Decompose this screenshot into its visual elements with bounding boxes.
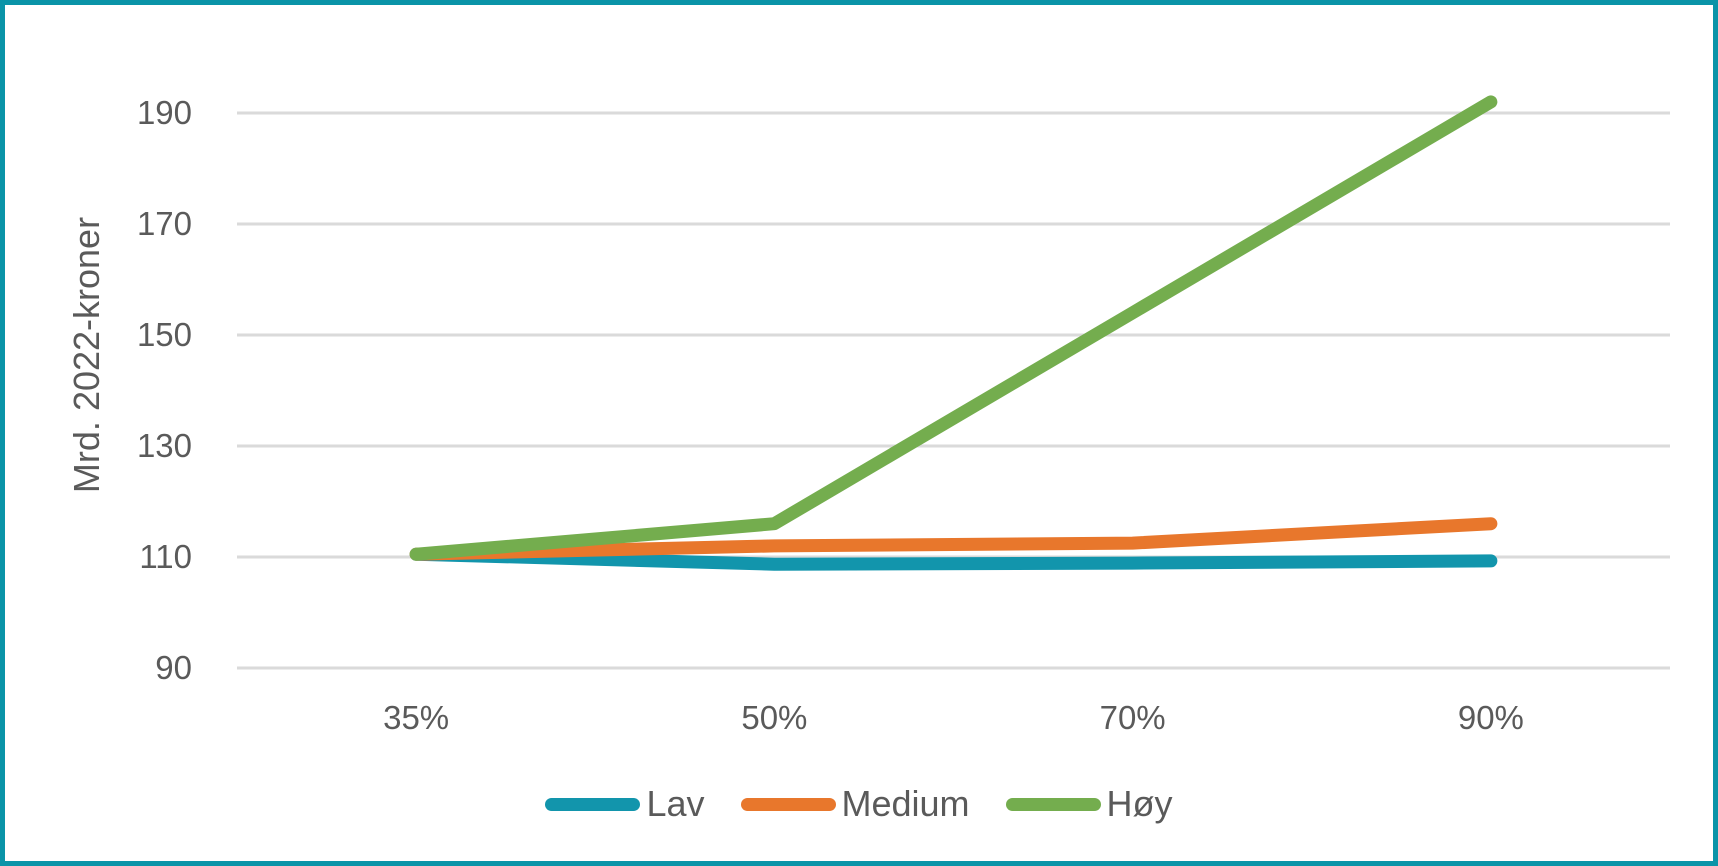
legend-label-lav: Lav: [646, 783, 705, 824]
legend-label-hoy: Høy: [1106, 783, 1173, 824]
y-tick-label: 110: [139, 538, 192, 575]
legend-item-lav: Lav: [545, 783, 705, 825]
x-tick-label: 50%: [741, 699, 808, 736]
y-tick-label: 150: [136, 316, 192, 353]
legend-swatch-hoy: [1005, 797, 1101, 811]
legend-item-hoy: Høy: [1005, 783, 1173, 825]
legend-label-medium: Medium: [841, 783, 970, 824]
series-line-medium: [409, 517, 1498, 561]
legend-swatch-lav: [545, 797, 641, 811]
line-chart-plot: [237, 95, 1670, 670]
x-tick-label: 90%: [1457, 699, 1524, 736]
y-tick-label: 170: [136, 205, 192, 242]
series-line-lav: [409, 547, 1498, 571]
chart-legend: Lav Medium Høy: [5, 783, 1713, 825]
legend-item-medium: Medium: [740, 783, 970, 825]
series-line-hoy: [409, 95, 1498, 561]
x-tick-label: 35%: [383, 699, 450, 736]
y-tick-label: 90: [155, 649, 192, 686]
y-tick-label: 190: [136, 94, 192, 131]
y-tick-label: 130: [136, 427, 192, 464]
legend-swatch-medium: [740, 797, 836, 811]
x-tick-label: 70%: [1099, 699, 1166, 736]
